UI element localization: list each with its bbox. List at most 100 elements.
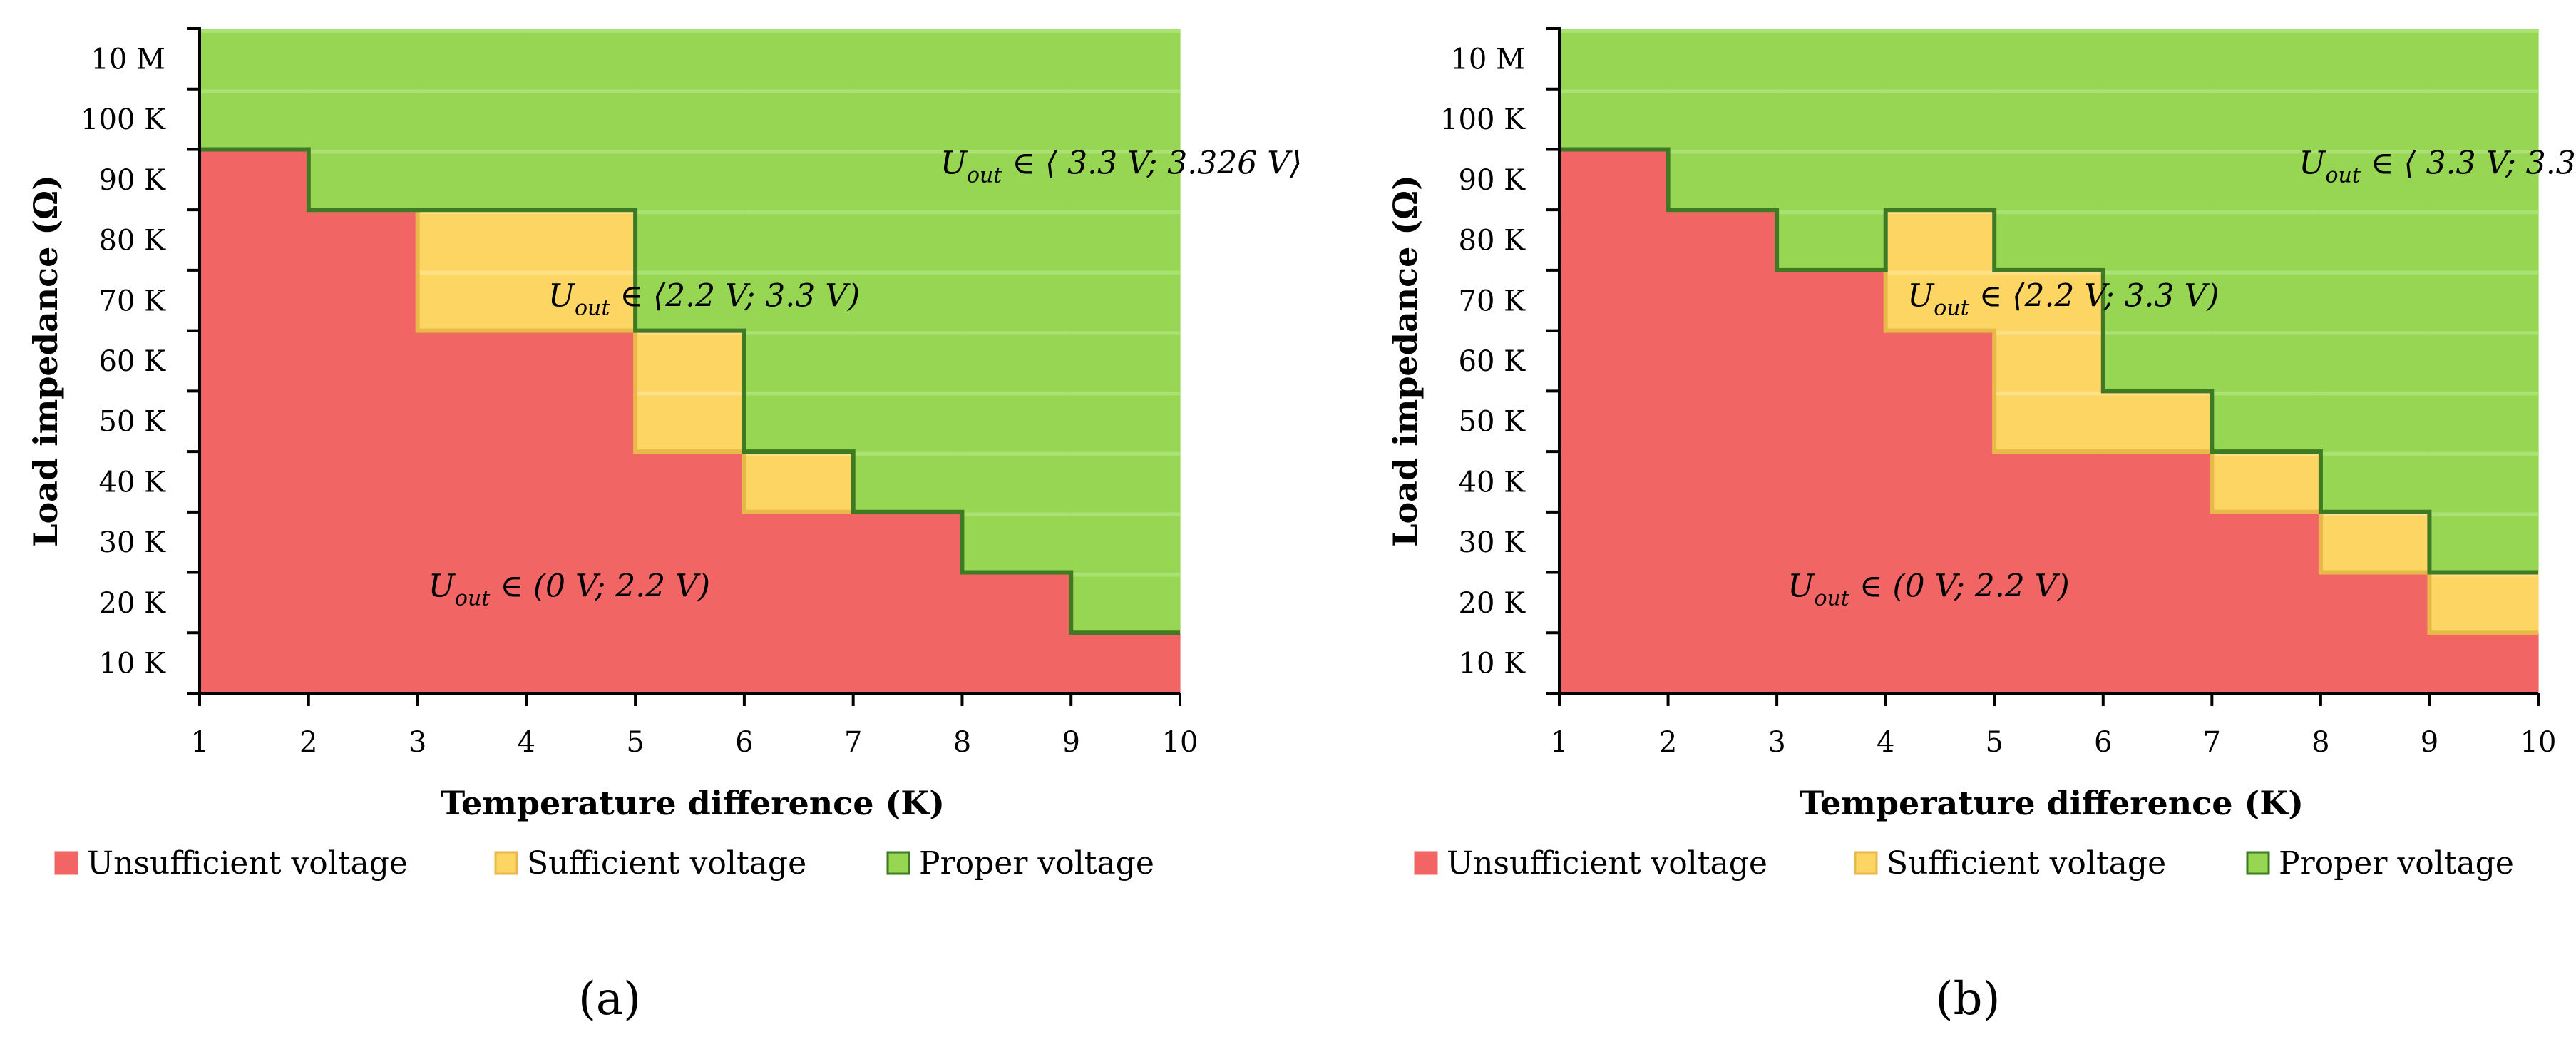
heatmap-cell <box>1777 451 1887 513</box>
heatmap-cell <box>1885 633 1995 694</box>
cell-bevel <box>2320 391 2430 396</box>
region-annotation: Uout ∈ ⟨2.2 V; 3.3 V) <box>548 278 860 321</box>
cell-bevel <box>526 88 636 93</box>
cell-bevel <box>1071 270 1180 275</box>
heatmap-cell <box>1885 572 1995 633</box>
cell-bevel <box>744 330 853 335</box>
heatmap-cell <box>962 210 1072 271</box>
heatmap-cell <box>308 391 419 452</box>
cell-bevel <box>962 391 1072 396</box>
cell-bevel <box>1559 29 1668 33</box>
cell-bevel <box>417 88 527 93</box>
heatmap-cell <box>526 88 636 150</box>
cell-bevel <box>2320 88 2430 93</box>
y-tick-label: 10 K <box>1459 648 1526 680</box>
y-tick-label: 50 K <box>1459 406 1526 439</box>
cell-bevel <box>417 270 527 275</box>
heatmap-cell <box>1071 88 1181 150</box>
heatmap-cell <box>853 149 963 210</box>
cell-bevel <box>853 330 963 335</box>
cell-bevel <box>200 29 309 33</box>
cell-bevel <box>2320 29 2430 33</box>
y-tick-label: 10 M <box>91 43 165 76</box>
cell-bevel <box>2103 88 2212 93</box>
heatmap-cell <box>1071 391 1181 452</box>
cell-bevel <box>526 270 636 275</box>
legend-label: Unsufficient voltage <box>1447 845 1767 882</box>
heatmap-cell <box>2320 270 2431 332</box>
heatmap-cell <box>1777 29 1887 90</box>
heatmap-cell <box>2429 270 2539 332</box>
y-tick-label: 60 K <box>99 345 167 378</box>
cell-bevel <box>2103 29 2212 33</box>
heatmap-cell <box>1885 451 1995 513</box>
heatmap-cell <box>1777 210 1887 271</box>
heatmap-cell <box>1559 88 1669 150</box>
cell-bevel <box>2212 210 2321 215</box>
heatmap-cell <box>853 511 963 573</box>
y-tick-label: 50 K <box>99 406 167 439</box>
cell-bevel <box>1777 210 1886 215</box>
heatmap-cell <box>2103 330 2212 392</box>
y-tick-label: 70 K <box>99 285 167 317</box>
chart-panel-a: 1 2 3 4 5 6 7 8 9 10 10 K 20 K 30 K 40 K 50 K 60 K 70 K 8… <box>26 27 1302 1026</box>
heatmap-cell <box>1885 29 1995 90</box>
cell-bevel <box>2429 572 2538 577</box>
heatmap-cell <box>853 572 963 633</box>
cell-bevel <box>2212 391 2321 396</box>
heatmap-cell <box>2320 572 2431 633</box>
heatmap-cell <box>2320 330 2431 392</box>
cell-bevel <box>1071 511 1180 516</box>
heatmap-cell <box>2212 270 2321 332</box>
legend-label: Sufficient voltage <box>527 845 806 882</box>
heatmap-cell <box>1777 270 1887 332</box>
heatmap-cell <box>1777 633 1887 694</box>
cell-bevel <box>635 210 744 215</box>
cell-bevel <box>744 29 853 33</box>
cell-bevel <box>853 149 963 154</box>
heatmap-cell <box>1885 149 1995 210</box>
cell-bevel <box>2320 210 2430 215</box>
heatmap-cell <box>1071 511 1181 573</box>
heatmap-cell <box>2103 88 2212 150</box>
legend-swatch <box>2246 851 2270 875</box>
cell-bevel <box>2429 29 2538 33</box>
cell-bevel <box>962 210 1072 215</box>
heatmap-cell <box>1777 391 1887 452</box>
x-tick-label: 7 <box>844 726 862 759</box>
heatmap-cell <box>962 149 1072 210</box>
heatmap-cell <box>526 572 636 633</box>
region-boundary <box>200 147 1180 635</box>
heatmap-cell <box>1559 29 1669 90</box>
y-tick-label: 90 K <box>99 164 167 197</box>
cell-bevel <box>2212 330 2321 335</box>
cell-bevel <box>635 29 744 33</box>
heatmap-cell <box>744 572 854 633</box>
cell-bevel <box>1885 270 1995 275</box>
heatmap-cell <box>744 270 854 332</box>
heatmap-cell <box>962 270 1072 332</box>
heatmap-cell <box>1071 572 1181 633</box>
cell-bevel <box>2212 149 2321 154</box>
heatmap-cell <box>1071 149 1181 210</box>
y-tick-label: 30 K <box>99 526 167 559</box>
y-tick-label: 100 K <box>1440 103 1526 136</box>
cell-bevel <box>2429 88 2538 93</box>
heatmap-cell <box>2103 451 2212 513</box>
heatmap-cell <box>744 210 854 271</box>
heatmap-cell <box>1559 270 1669 332</box>
cell-bevel <box>2429 210 2538 215</box>
cell-bevel <box>308 149 418 154</box>
legend-swatch <box>1414 851 1438 875</box>
heatmap-cell <box>744 451 854 513</box>
x-tick-label: 2 <box>299 726 317 759</box>
region-annotation: Uout ∈ ⟨2.2 V; 3.3 V) <box>1907 278 2219 321</box>
cell-bevel <box>1777 29 1886 33</box>
heatmap-cell <box>2212 29 2321 90</box>
cell-bevel <box>1994 391 2103 396</box>
legend-swatch <box>54 851 78 875</box>
heatmap-cell <box>744 88 854 150</box>
cell-bevel <box>2212 270 2321 275</box>
heatmap-cell <box>2429 451 2539 513</box>
